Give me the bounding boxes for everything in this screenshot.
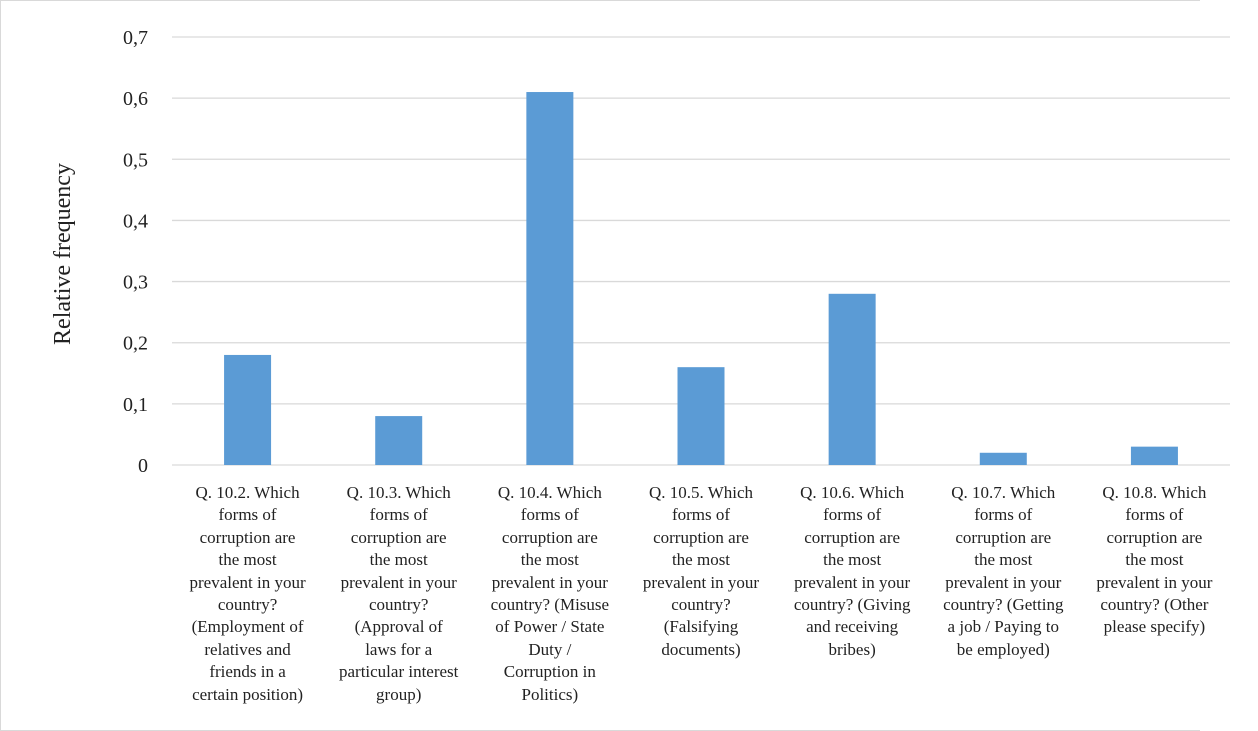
y-tick-label: 0,1 — [123, 394, 148, 416]
y-tick-label: 0 — [138, 455, 148, 477]
x-tick-label: Q. 10.4. Which forms of corruption are t… — [490, 483, 610, 704]
frame-gap — [1200, 0, 1258, 731]
y-tick-label: 0,2 — [123, 333, 148, 355]
y-tick-label: 0,4 — [123, 210, 148, 232]
bar — [375, 416, 423, 465]
bar — [828, 293, 876, 465]
x-tick-label: Q. 10.3. Which forms of corruption are t… — [338, 483, 459, 704]
y-tick-label: 0,3 — [123, 272, 148, 294]
x-tick-label: Q. 10.2. Which forms of corruption are t… — [189, 483, 306, 704]
bar — [526, 92, 574, 466]
bar — [979, 452, 1027, 465]
bars — [224, 92, 1178, 466]
bar — [1130, 446, 1178, 465]
y-tick-label: 0,5 — [123, 149, 148, 171]
y-tick-labels: 0 0,1 0,2 0,3 0,4 0,5 0,6 0,7 — [123, 27, 148, 477]
x-tick-label: Q. 10.6. Which forms of corruption are t… — [793, 483, 911, 659]
x-tick-label: Q. 10.8. Which forms of corruption are t… — [1096, 483, 1213, 637]
gridlines — [172, 36, 1230, 466]
x-tick-label: Q. 10.7. Which forms of corruption are t… — [943, 483, 1064, 659]
y-tick-label: 0,7 — [123, 27, 148, 49]
y-tick-label: 0,6 — [123, 88, 148, 110]
bar — [677, 367, 725, 465]
y-axis-label: Relative frequency — [50, 163, 76, 345]
bar — [224, 354, 272, 465]
x-tick-label: Q. 10.5. Which forms of corruption are t… — [642, 483, 760, 659]
